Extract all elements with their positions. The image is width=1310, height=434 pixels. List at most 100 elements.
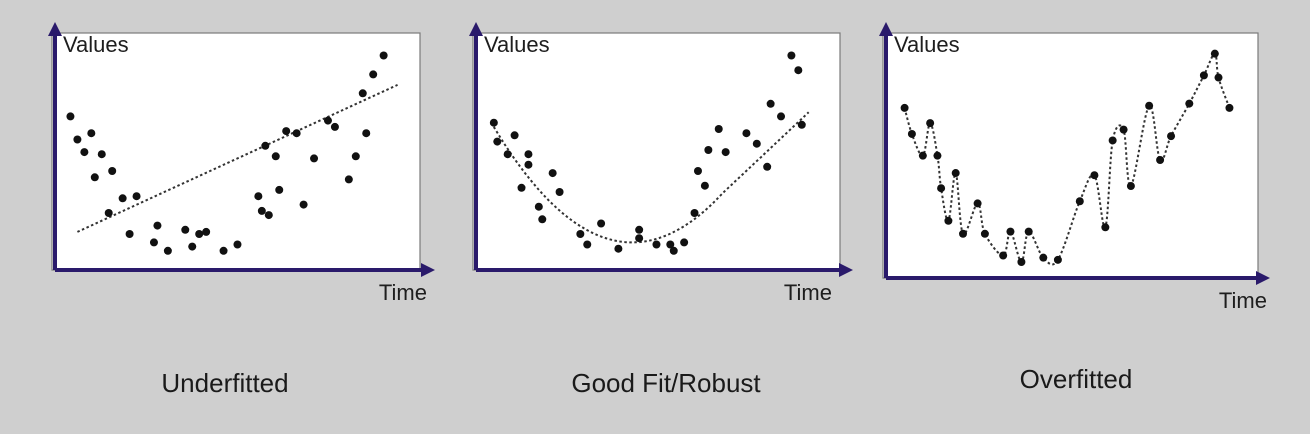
data-point	[1075, 197, 1084, 206]
data-point	[104, 209, 113, 217]
data-point	[254, 192, 263, 201]
data-point	[937, 184, 946, 193]
panel-caption: Overfitted	[1020, 364, 1133, 394]
data-point	[555, 188, 564, 196]
x-axis-arrow-icon	[839, 263, 853, 277]
data-point	[704, 146, 713, 154]
data-point	[1024, 227, 1033, 236]
data-point	[310, 154, 319, 163]
x-axis-arrow-icon	[421, 263, 435, 277]
data-point	[1108, 136, 1117, 145]
data-point	[1039, 253, 1048, 262]
data-point	[763, 162, 772, 171]
data-point	[794, 66, 803, 75]
data-point	[1199, 71, 1208, 80]
data-point	[125, 230, 134, 238]
data-point	[510, 131, 519, 140]
data-point	[369, 70, 378, 79]
x-axis-label: Time	[1219, 288, 1267, 313]
chart-panel-1: Values Time Underfitted	[48, 22, 435, 398]
data-point	[118, 194, 127, 203]
data-point	[714, 125, 723, 133]
data-point	[973, 199, 982, 208]
data-point	[918, 151, 927, 160]
y-axis-label: Values	[484, 32, 550, 57]
data-point	[1090, 171, 1099, 180]
data-point	[275, 185, 284, 194]
data-point	[635, 225, 644, 234]
data-point	[666, 240, 675, 249]
data-point	[944, 216, 953, 225]
data-point	[90, 173, 99, 182]
data-point	[282, 127, 291, 136]
data-point	[777, 112, 786, 121]
data-point	[524, 150, 533, 159]
data-point	[766, 99, 775, 108]
data-point	[538, 215, 547, 224]
data-point	[933, 151, 942, 160]
chart-panel-3: Values Time Overfitted	[879, 22, 1270, 394]
data-point	[1053, 255, 1062, 264]
y-axis-label: Values	[894, 32, 960, 57]
panel-caption: Good Fit/Robust	[571, 368, 761, 398]
x-axis-label: Time	[784, 280, 832, 305]
data-point	[1225, 103, 1234, 112]
data-point	[517, 183, 526, 192]
data-point	[614, 244, 623, 253]
y-axis-arrow-icon	[48, 22, 62, 36]
data-point	[1185, 99, 1194, 108]
data-point	[534, 202, 543, 211]
data-point	[742, 129, 751, 138]
data-point	[181, 225, 190, 234]
data-point	[980, 229, 989, 238]
data-point	[907, 129, 916, 138]
data-point	[1126, 182, 1135, 191]
fit-line	[492, 111, 810, 244]
data-point	[292, 129, 301, 138]
data-point	[1119, 125, 1128, 134]
data-point	[700, 181, 709, 190]
data-point	[362, 129, 371, 138]
data-point	[548, 169, 557, 178]
chart-panel-2: Values Time Good Fit/Robust	[469, 22, 853, 398]
data-point	[219, 246, 228, 255]
data-point	[959, 229, 967, 238]
data-point	[188, 242, 197, 251]
data-point	[576, 230, 585, 238]
data-point	[669, 246, 678, 255]
data-point	[635, 234, 644, 243]
data-point	[583, 240, 592, 249]
data-point	[97, 150, 106, 159]
data-point	[524, 160, 533, 169]
y-axis-arrow-icon	[879, 22, 893, 36]
data-point	[195, 230, 204, 238]
data-point	[153, 221, 162, 230]
data-point	[257, 206, 266, 215]
data-point	[299, 200, 308, 209]
data-point	[202, 227, 211, 236]
data-point	[797, 120, 806, 129]
data-point	[66, 112, 75, 121]
data-point	[1006, 227, 1015, 236]
data-point	[900, 103, 909, 112]
data-point	[721, 148, 730, 157]
x-axis-label: Time	[379, 280, 427, 305]
data-point	[149, 238, 158, 247]
data-point	[261, 141, 270, 150]
data-point	[680, 238, 689, 247]
data-point	[264, 211, 273, 220]
plot-frame	[882, 32, 1259, 279]
fit-line	[76, 83, 398, 233]
panels-group: Values Time Underfitted Values Time Good Fit/…	[48, 22, 1270, 398]
data-point	[787, 51, 796, 60]
plot-frame	[51, 32, 421, 271]
data-point	[503, 150, 512, 159]
data-point	[693, 167, 702, 175]
y-axis-arrow-icon	[469, 22, 483, 36]
data-point	[1145, 101, 1154, 110]
data-point	[489, 118, 498, 127]
data-point	[351, 152, 360, 161]
data-point	[1156, 156, 1165, 165]
data-point	[652, 240, 661, 249]
